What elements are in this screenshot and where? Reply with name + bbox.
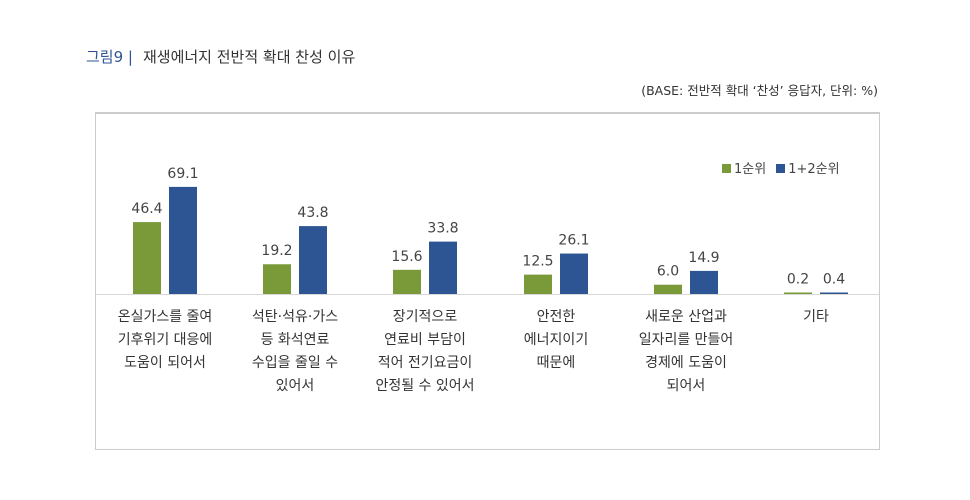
bar-rank1-2	[393, 269, 421, 294]
legend: 1순위 1+2순위	[722, 158, 840, 177]
bar-rank1-1	[263, 264, 291, 294]
bar-rank1-0	[133, 222, 161, 294]
legend-item: 1순위	[722, 158, 766, 177]
data-label: 0.4	[823, 272, 845, 288]
legend-label: 1순위	[734, 162, 767, 177]
bar-rank1plus2-4	[690, 270, 718, 294]
data-label: 14.9	[688, 250, 719, 266]
category-label: 석탄·석유·가스 등 화석연료 수입을 줄일 수 있어서	[251, 309, 339, 394]
data-label: 15.6	[391, 249, 422, 265]
data-label: 12.5	[522, 254, 553, 270]
data-label: 0.2	[787, 272, 809, 288]
title-text: 재생에너지 전반적 확대 찬성 이유	[142, 48, 356, 66]
data-label: 46.4	[131, 201, 162, 217]
base-note: (BASE: 전반적 확대 ‘찬성’ 응답자, 단위: %)	[641, 83, 878, 98]
figure-number: 그림9 |	[86, 48, 133, 66]
legend-swatch	[722, 164, 731, 173]
category-label: 장기적으로 연료비 부담이 적어 전기요금이 안정될 수 있어서	[375, 309, 475, 394]
data-label: 33.8	[427, 221, 458, 237]
data-label: 6.0	[657, 264, 679, 280]
category-label: 온실가스를 줄여 기후위기 대응에 도움이 되어서	[117, 309, 213, 371]
legend-item: 1+2순위	[776, 158, 840, 177]
category-label: 새로운 산업과 일자리를 만들어 경제에 도움이 되어서	[638, 309, 734, 394]
data-label: 43.8	[297, 205, 328, 221]
bar-rank1-3	[524, 274, 552, 294]
data-label: 69.1	[167, 166, 198, 182]
category-label: 기타	[803, 309, 829, 325]
legend-label: 1+2순위	[788, 162, 840, 177]
data-label: 26.1	[558, 233, 589, 249]
legend-swatch	[776, 164, 786, 173]
bar-rank1plus2-0	[169, 186, 197, 294]
bar-rank1-5	[784, 292, 812, 294]
chart-title: 그림9 | 재생에너지 전반적 확대 찬성 이유	[86, 46, 355, 67]
bar-rank1-4	[654, 284, 682, 294]
data-label: 19.2	[261, 243, 292, 259]
bar-rank1plus2-2	[429, 241, 457, 294]
bar-rank1plus2-3	[560, 253, 588, 294]
bar-rank1plus2-1	[299, 226, 327, 294]
chart-frame	[95, 112, 880, 450]
category-label: 안전한 에너지이기 때문에	[523, 309, 589, 371]
bar-rank1plus2-5	[820, 292, 848, 294]
